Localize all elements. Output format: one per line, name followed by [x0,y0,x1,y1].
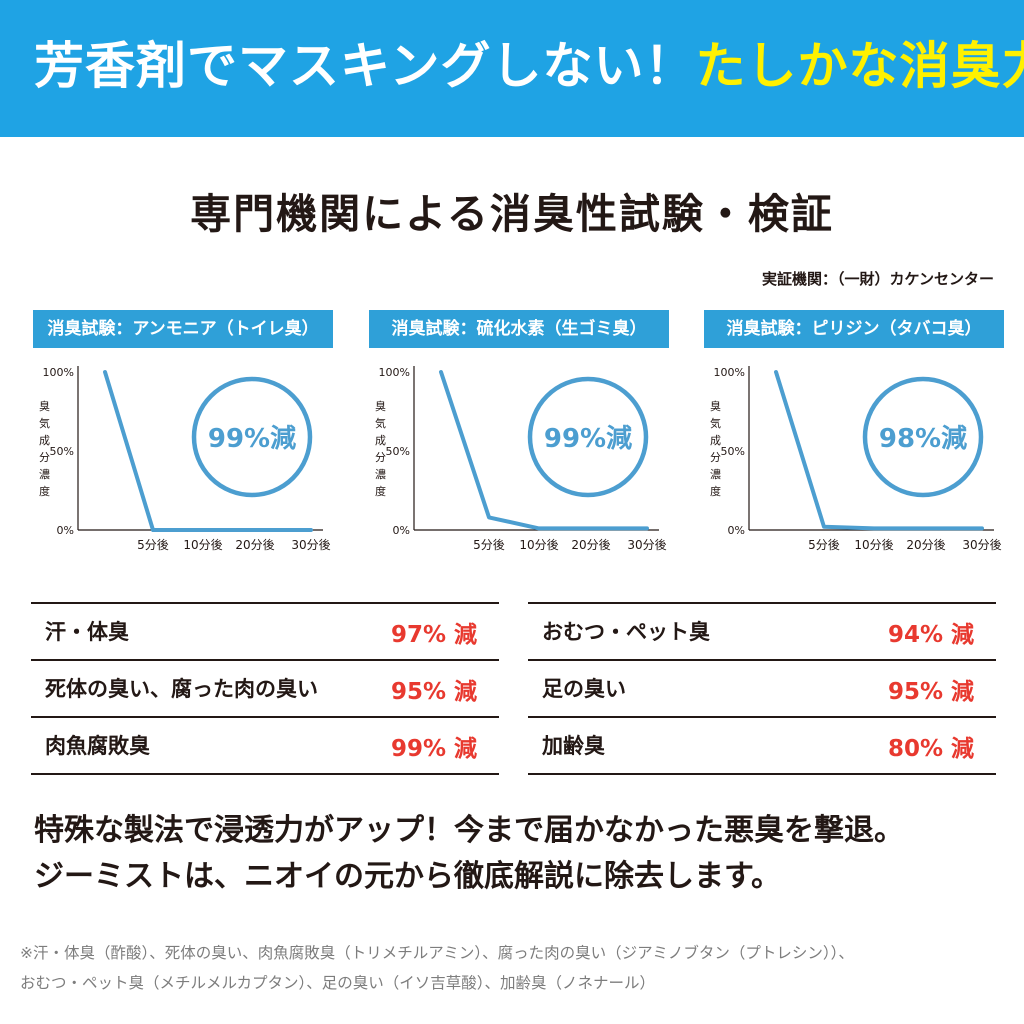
series-line [774,370,984,531]
chart-title: 消臭試験：ピリジン（タバコ臭） [704,310,1004,348]
y-axis-label: 濃 [375,467,386,481]
x-tick-label: 5分後 [137,538,169,552]
banner-text-white: 芳香剤でマスキングしない！ [34,37,696,95]
footnote: ※汗・体臭（酢酸）、死体の臭い、肉魚腐敗臭（トリメチルアミン）、腐った肉の臭い（… [20,938,1010,998]
y-tick-label: 50% [386,445,410,458]
reduction-value: 80% 減 [887,736,974,762]
section-title: 専門機関による消臭性試験・検証 [190,190,834,238]
y-axis-label: 臭 [39,399,50,413]
chart-title: 消臭試験：硫化水素（生ゴミ臭） [369,310,669,348]
y-tick-label: 50% [50,445,74,458]
description-line: 特殊な製法で浸透力がアップ！今まで届かなかった悪臭を撃退。 [34,813,904,848]
results-table-left: 汗・体臭 97% 減 死体の臭い、腐った肉の臭い 95% 減 肉魚腐敗臭 99%… [31,602,499,775]
series-line [439,370,649,531]
chart-ammonia: 消臭試験：アンモニア（トイレ臭） 100% 50% 0% 臭気成分濃度 5分後 10分後 2… [33,310,333,555]
banner-text-yellow: たしかな消臭力 [695,37,1024,95]
y-axis-label: 分 [375,451,386,464]
x-tick-label: 30分後 [962,538,1001,552]
y-axis-label: 分 [710,451,721,464]
reduction-value: 95% 減 [887,679,974,705]
table-row: 加齢臭 80% 減 [528,716,996,775]
odor-name: 死体の臭い、腐った肉の臭い [45,677,318,701]
result-badge-label: 98%減 [879,424,967,454]
y-tick-label: 100% [43,366,74,379]
y-axis-label: 気 [710,416,721,430]
x-tick-label: 10分後 [183,538,222,552]
y-tick-label: 100% [379,366,410,379]
odor-name: 加齢臭 [542,734,605,758]
y-axis-label: 臭 [710,399,721,413]
series-line [103,370,313,532]
x-tick-label: 10分後 [519,538,558,552]
y-axis-label: 成 [39,434,50,447]
footnote-line: ※汗・体臭（酢酸）、死体の臭い、肉魚腐敗臭（トリメチルアミン）、腐った肉の臭い（… [20,944,854,962]
odor-name: おむつ・ペット臭 [542,620,710,644]
chart-hydrogen-sulfide: 消臭試験：硫化水素（生ゴミ臭） 100% 50% 0% 臭気成分濃度 5分後 10分後 20… [369,310,669,555]
y-axis-label: 分 [39,451,50,464]
y-axis-label: 度 [39,484,50,498]
y-axis-label: 濃 [39,467,50,481]
reduction-value: 99% 減 [390,736,477,762]
banner-headline: 芳香剤でマスキングしない！たしかな消臭力 [34,34,1024,98]
x-tick-label: 10分後 [854,538,893,552]
x-tick-label: 30分後 [291,538,330,552]
y-axis-label: 気 [39,416,50,430]
reduction-value: 94% 減 [887,622,974,648]
description-line: ジーミストは、ニオイの元から徹底解説に除去します。 [34,859,781,894]
y-tick-label: 0% [393,524,410,537]
y-axis-label: 気 [375,416,386,430]
header-banner: 芳香剤でマスキングしない！たしかな消臭力 [0,0,1024,137]
y-axis-label: 度 [710,484,721,498]
table-row: 肉魚腐敗臭 99% 減 [31,716,499,775]
y-axis-label: 臭 [375,399,386,413]
y-axis-label: 濃 [710,467,721,481]
x-tick-label: 20分後 [906,538,945,552]
testing-organization: 実証機関：（一財）カケンセンター [761,270,994,288]
y-tick-label: 50% [721,445,745,458]
x-tick-label: 5分後 [473,538,505,552]
result-badge-circle [862,376,984,498]
y-tick-label: 100% [714,366,745,379]
chart-title: 消臭試験：アンモニア（トイレ臭） [33,310,333,348]
results-table-right: おむつ・ペット臭 94% 減 足の臭い 95% 減 加齢臭 80% 減 [528,602,996,775]
description: 特殊な製法で浸透力がアップ！今まで届かなかった悪臭を撃退。 ジーミストは、ニオイ… [34,808,994,900]
x-tick-label: 30分後 [627,538,666,552]
y-axis-label: 度 [375,484,386,498]
y-tick-label: 0% [57,524,74,537]
x-tick-label: 20分後 [235,538,274,552]
footnote-line: おむつ・ペット臭（メチルメルカプタン）、足の臭い（イソ吉草酸）、加齢臭（ノネナー… [20,974,656,992]
y-axis-label: 成 [375,434,386,447]
table-row: 汗・体臭 97% 減 [31,602,499,659]
table-row: 足の臭い 95% 減 [528,659,996,716]
x-tick-label: 20分後 [571,538,610,552]
odor-name: 足の臭い [542,677,626,701]
chart-pyridine: 消臭試験：ピリジン（タバコ臭） 100% 50% 0% 臭気成分濃度 5分後 10分後 20… [704,310,1004,555]
x-tick-label: 5分後 [808,538,840,552]
table-row: おむつ・ペット臭 94% 減 [528,602,996,659]
result-badge-circle [191,376,313,498]
result-badge-circle [527,376,649,498]
table-row: 死体の臭い、腐った肉の臭い 95% 減 [31,659,499,716]
result-badge-label: 99%減 [208,424,296,454]
odor-name: 肉魚腐敗臭 [45,734,150,758]
reduction-value: 95% 減 [390,679,477,705]
result-badge-label: 99%減 [544,424,632,454]
reduction-value: 97% 減 [390,622,477,648]
y-axis-label: 成 [710,434,721,447]
odor-name: 汗・体臭 [45,620,129,644]
y-tick-label: 0% [728,524,745,537]
